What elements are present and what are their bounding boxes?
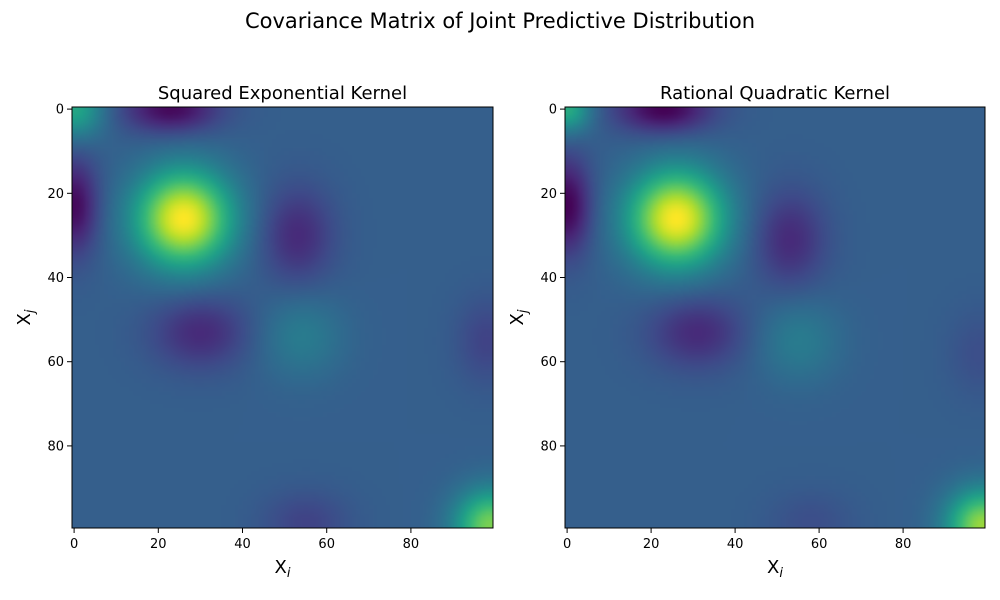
heatmap-panel-squared-exponential: Squared Exponential Kernel 0 20 40 60 80 0 20… — [14, 83, 494, 581]
x-ticks: 0 20 40 60 80 — [70, 528, 419, 552]
y-tick-label: 40 — [47, 271, 64, 286]
axes-frame — [71, 106, 494, 529]
y-axis-label: Xj — [14, 309, 38, 325]
x-axis-label: Xi — [275, 557, 291, 581]
panel-title: Squared Exponential Kernel — [158, 83, 407, 104]
y-axis-label: Xj — [507, 309, 531, 325]
x-tick-label: 60 — [811, 537, 828, 552]
heatmap-image — [565, 107, 985, 528]
x-tick-label: 20 — [150, 537, 167, 552]
axes-frame — [564, 106, 986, 529]
x-tick-label: 0 — [70, 537, 78, 552]
y-tick-label: 80 — [47, 439, 64, 454]
x-tick-label: 20 — [643, 537, 660, 552]
y-tick-label: 40 — [540, 271, 557, 286]
y-tick-label: 20 — [540, 187, 557, 202]
y-ticks: 0 20 40 60 80 — [47, 103, 72, 454]
x-tick-label: 40 — [727, 537, 744, 552]
x-axis-label: Xi — [767, 557, 783, 581]
heatmap-panel-rational-quadratic: Rational Quadratic Kernel 0 20 40 60 80 0 20 4… — [507, 83, 986, 581]
y-tick-label: 0 — [56, 103, 64, 118]
y-ticks: 0 20 40 60 80 — [540, 103, 565, 454]
x-tick-label: 40 — [234, 537, 251, 552]
y-tick-label: 20 — [47, 187, 64, 202]
x-tick-label: 0 — [563, 537, 571, 552]
x-tick-label: 60 — [318, 537, 335, 552]
y-tick-label: 60 — [47, 355, 64, 370]
x-tick-label: 80 — [895, 537, 912, 552]
y-tick-label: 0 — [549, 103, 557, 118]
x-tick-label: 80 — [403, 537, 420, 552]
figure-title: Covariance Matrix of Joint Predictive Di… — [245, 9, 755, 33]
y-tick-label: 80 — [540, 439, 557, 454]
panel-title: Rational Quadratic Kernel — [660, 83, 890, 104]
y-tick-label: 60 — [540, 355, 557, 370]
x-ticks: 0 20 40 60 80 — [563, 528, 911, 552]
heatmap-image — [72, 107, 493, 528]
